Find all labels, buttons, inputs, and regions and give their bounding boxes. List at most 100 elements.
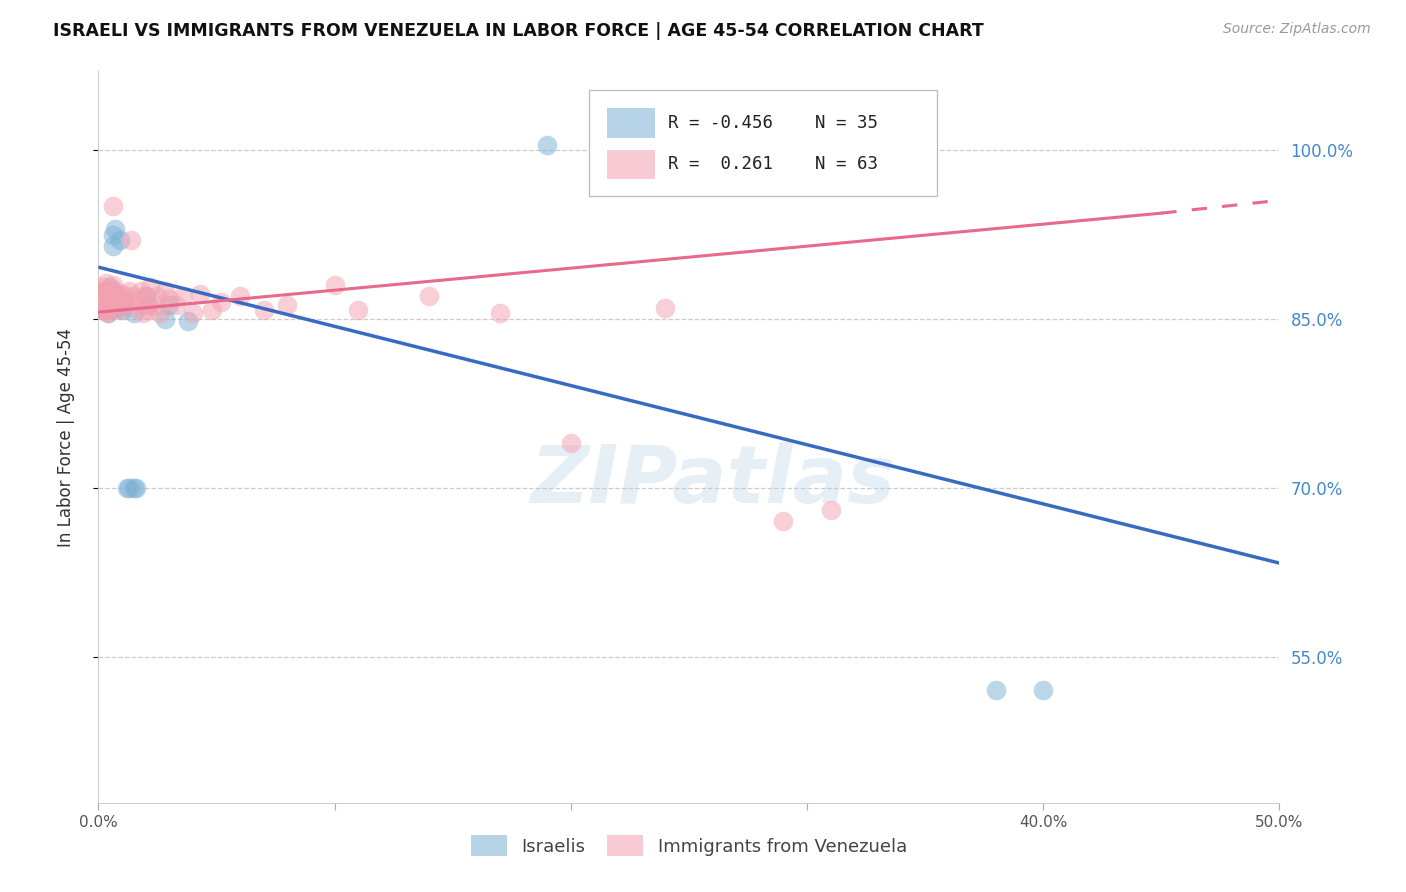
Point — [98, 301, 121, 315]
Point — [91, 301, 114, 315]
Point — [121, 233, 143, 247]
Point — [98, 301, 121, 315]
Point — [97, 306, 120, 320]
Point — [98, 295, 121, 310]
Point — [91, 302, 114, 317]
Point — [165, 298, 187, 312]
Point — [91, 287, 114, 301]
Point — [111, 287, 134, 301]
Point — [560, 435, 582, 450]
Point — [153, 284, 176, 298]
Point — [90, 289, 112, 303]
Point — [253, 302, 276, 317]
Point — [94, 298, 117, 312]
Point — [91, 302, 114, 317]
Point — [347, 302, 370, 317]
Point — [177, 314, 200, 328]
Point — [94, 284, 117, 298]
Point — [276, 298, 298, 312]
Point — [418, 289, 440, 303]
Point — [91, 295, 114, 310]
Point — [209, 295, 232, 310]
Point — [90, 293, 112, 307]
Point — [98, 284, 121, 298]
Point — [139, 280, 162, 294]
Point — [1032, 683, 1054, 698]
Point — [91, 287, 114, 301]
Point — [112, 289, 135, 303]
Point — [94, 295, 117, 310]
Point — [984, 683, 1007, 698]
Point — [128, 295, 150, 310]
Text: Source: ZipAtlas.com: Source: ZipAtlas.com — [1223, 22, 1371, 37]
Point — [97, 289, 120, 303]
Point — [108, 233, 131, 247]
Point — [122, 289, 145, 303]
Point — [90, 289, 112, 303]
Point — [101, 278, 124, 293]
Point — [105, 301, 128, 315]
Point — [125, 481, 148, 495]
Point — [98, 292, 121, 306]
Point — [97, 302, 120, 317]
Point — [94, 289, 117, 303]
Point — [104, 284, 127, 298]
Point — [115, 295, 138, 310]
Point — [489, 306, 512, 320]
Point — [135, 289, 157, 303]
Point — [108, 302, 131, 317]
Point — [94, 284, 117, 298]
Point — [111, 298, 134, 312]
Point — [157, 298, 180, 312]
FancyBboxPatch shape — [607, 150, 655, 179]
Point — [94, 276, 117, 290]
FancyBboxPatch shape — [589, 90, 936, 195]
Point — [188, 287, 211, 301]
Point — [536, 137, 558, 152]
FancyBboxPatch shape — [607, 108, 655, 137]
Point — [101, 199, 124, 213]
Y-axis label: In Labor Force | Age 45-54: In Labor Force | Age 45-54 — [56, 327, 75, 547]
Point — [91, 301, 114, 315]
Point — [101, 227, 124, 242]
Point — [229, 289, 252, 303]
Point — [820, 503, 842, 517]
Point — [143, 298, 166, 312]
Text: ZIPatlas: ZIPatlas — [530, 442, 896, 520]
Point — [146, 289, 169, 303]
Point — [136, 302, 159, 317]
Text: R =  0.261    N = 63: R = 0.261 N = 63 — [668, 155, 877, 173]
Point — [97, 289, 120, 303]
Point — [118, 284, 141, 298]
Point — [104, 295, 127, 310]
Point — [122, 306, 145, 320]
Point — [97, 295, 120, 310]
Text: R = -0.456    N = 35: R = -0.456 N = 35 — [668, 114, 877, 132]
Point — [172, 289, 194, 303]
Point — [94, 302, 117, 317]
Point — [115, 481, 138, 495]
Point — [772, 515, 794, 529]
Point — [153, 312, 176, 326]
Point — [91, 280, 114, 294]
Text: ISRAELI VS IMMIGRANTS FROM VENEZUELA IN LABOR FORCE | AGE 45-54 CORRELATION CHAR: ISRAELI VS IMMIGRANTS FROM VENEZUELA IN … — [53, 22, 984, 40]
Point — [157, 292, 180, 306]
Point — [97, 306, 120, 320]
Point — [98, 280, 121, 294]
Point — [112, 295, 135, 310]
Point — [122, 481, 145, 495]
Point — [90, 284, 112, 298]
Point — [135, 289, 157, 303]
Legend: Israelis, Immigrants from Venezuela: Israelis, Immigrants from Venezuela — [464, 828, 914, 863]
Point — [201, 302, 224, 317]
Point — [181, 306, 204, 320]
Point — [149, 306, 172, 320]
Point — [101, 239, 124, 253]
Point — [654, 301, 676, 315]
Point — [94, 295, 117, 310]
Point — [90, 292, 112, 306]
Point — [90, 298, 112, 312]
Point — [118, 481, 141, 495]
Point — [104, 289, 127, 303]
Point — [132, 306, 155, 320]
